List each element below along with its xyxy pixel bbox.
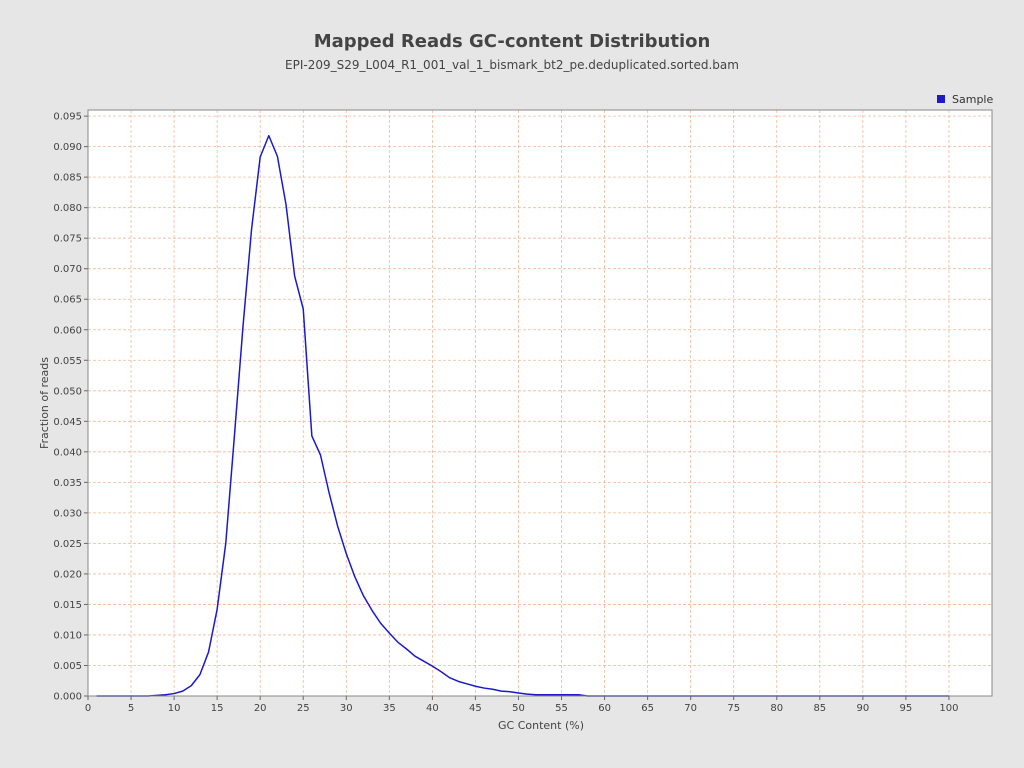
x-tick-label: 50 — [512, 703, 525, 714]
x-tick-label: 70 — [684, 703, 697, 714]
chart-title: Mapped Reads GC-content Distribution — [313, 31, 711, 52]
y-tick-label: 0.030 — [53, 508, 82, 519]
x-tick-label: 25 — [297, 703, 310, 714]
y-tick-label: 0.085 — [53, 173, 82, 184]
y-tick-label: 0.050 — [53, 386, 82, 397]
x-tick-label: 0 — [85, 703, 91, 714]
legend-label-sample: Sample — [952, 93, 993, 106]
x-tick-label: 100 — [939, 703, 958, 714]
x-axis-label: GC Content (%) — [498, 719, 584, 732]
x-tick-label: 60 — [598, 703, 611, 714]
y-tick-label: 0.060 — [53, 325, 82, 336]
legend-swatch — [937, 95, 945, 103]
y-tick-label: 0.010 — [53, 630, 82, 641]
y-tick-label: 0.095 — [53, 112, 82, 123]
y-tick-label: 0.070 — [53, 264, 82, 275]
x-tick-label: 85 — [813, 703, 826, 714]
y-tick-label: 0.090 — [53, 142, 82, 153]
legend: Sample — [937, 93, 993, 106]
series-layer — [96, 134, 949, 697]
y-tick-label: 0.035 — [53, 478, 82, 489]
y-tick-label: 0.025 — [53, 539, 82, 550]
x-tick-label: 35 — [383, 703, 396, 714]
x-tick-label: 20 — [254, 703, 267, 714]
y-tick-label: 0.045 — [53, 417, 82, 428]
grid — [87, 110, 992, 697]
x-tick-label: 65 — [641, 703, 654, 714]
y-tick-label: 0.020 — [53, 569, 82, 580]
y-tick-label: 0.040 — [53, 447, 82, 458]
x-tick-label: 40 — [426, 703, 439, 714]
chart-subtitle: EPI-209_S29_L004_R1_001_val_1_bismark_bt… — [285, 58, 739, 72]
y-axis-label: Fraction of reads — [38, 357, 51, 449]
x-tick-label: 55 — [555, 703, 568, 714]
y-tick-label: 0.015 — [53, 600, 82, 611]
y-tick-label: 0.080 — [53, 203, 82, 214]
y-tick-label: 0.005 — [53, 661, 82, 672]
x-tick-label: 15 — [211, 703, 224, 714]
series-line-sample — [96, 134, 949, 697]
x-tick-label: 95 — [900, 703, 913, 714]
axes: 0 5 10 15 20 25 30 35 40 45 50 55 60 65 70 75 80 85 90 95 10… — [53, 112, 958, 714]
x-tick-label: 75 — [727, 703, 740, 714]
y-tick-label: 0.055 — [53, 356, 82, 367]
x-tick-label: 45 — [469, 703, 482, 714]
y-tick-label: 0.075 — [53, 234, 82, 245]
y-tick-label: 0.065 — [53, 295, 82, 306]
x-tick-label: 10 — [168, 703, 181, 714]
x-tick-label: 80 — [770, 703, 783, 714]
plot-border — [87, 109, 993, 697]
plot-area — [88, 110, 992, 696]
x-tick-label: 5 — [128, 703, 134, 714]
x-tick-label: 30 — [340, 703, 353, 714]
x-tick-label: 90 — [856, 703, 869, 714]
y-tick-label: 0.000 — [53, 692, 82, 703]
